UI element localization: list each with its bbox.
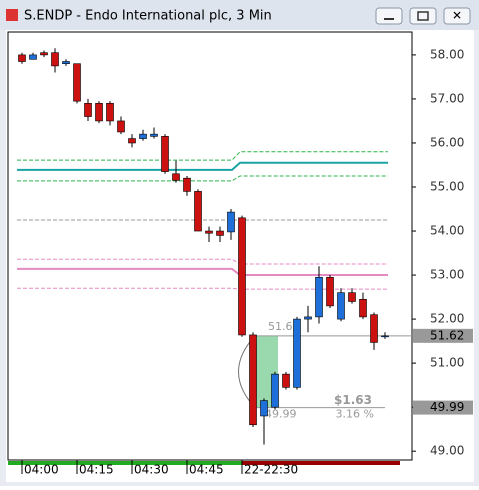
y-tick-label: 55.00	[430, 179, 464, 193]
price-marker	[413, 328, 473, 343]
x-tick-label: 04:00	[24, 463, 59, 477]
y-tick-label: 58.00	[430, 47, 464, 61]
y-tick-label: 53.00	[430, 268, 464, 282]
candle-body	[117, 120, 125, 133]
candle-body	[381, 335, 389, 338]
measurement-start: 51.62	[268, 320, 300, 333]
candle-body	[326, 276, 334, 307]
price-marker-label: 49.99	[430, 400, 464, 414]
price-marker-label: 51.62	[430, 328, 464, 342]
x-tick-label: 04:45	[189, 463, 224, 477]
maximize-button[interactable]	[409, 7, 437, 25]
overlay-line	[17, 287, 388, 290]
measurement-percent: 3.16 %	[336, 408, 374, 421]
session-bar	[242, 461, 400, 465]
candle-body	[304, 316, 312, 320]
candle-body	[370, 314, 378, 343]
window-buttons[interactable]: ✕	[375, 7, 471, 25]
price-marker	[413, 400, 473, 415]
measurement-end: 49.99	[265, 408, 297, 421]
candle-body	[337, 292, 345, 320]
window-title: S.ENDP - Endo International plc, 3 Min	[24, 9, 272, 24]
x-tick-label: 22-22:30	[244, 463, 298, 477]
x-tick-label: 04:30	[134, 463, 169, 477]
overlay-line	[17, 258, 388, 265]
minimize-button[interactable]	[375, 7, 403, 25]
candle-body	[128, 138, 136, 144]
maximize-icon	[417, 11, 429, 21]
overlay-line	[17, 151, 388, 161]
y-tick-label: 49.00	[430, 444, 464, 458]
y-tick-label: 51.00	[430, 356, 464, 370]
session-bar	[8, 461, 242, 465]
candle-body	[271, 373, 279, 408]
candle-body	[95, 103, 103, 122]
y-tick-label: 56.00	[430, 135, 464, 149]
overlay-line	[17, 267, 388, 277]
candle-body	[293, 318, 301, 388]
candle-body	[106, 103, 114, 122]
measurement-change: $1.63	[334, 393, 372, 407]
candle-body	[51, 52, 59, 67]
candle-body	[205, 230, 213, 234]
candle-body	[282, 373, 290, 388]
candle-body	[139, 133, 147, 139]
measurement-arc	[238, 335, 256, 408]
candle-body	[40, 52, 48, 56]
close-button[interactable]	[443, 7, 471, 25]
candle-body	[227, 211, 235, 233]
overlay-line	[17, 175, 388, 182]
overlay-line	[17, 161, 388, 171]
app-icon	[6, 9, 18, 21]
candle-body	[62, 61, 70, 65]
candle-body	[150, 133, 158, 137]
candle-body	[249, 334, 257, 426]
x-tick-label: 04:15	[79, 463, 114, 477]
y-tick-label: 52.00	[430, 312, 464, 326]
candle-body	[238, 217, 246, 336]
candle-body	[260, 400, 268, 417]
candle-body	[84, 103, 92, 117]
close-icon: ✕	[452, 9, 462, 23]
y-tick-label: 57.00	[430, 91, 464, 105]
candle-body	[161, 136, 169, 172]
candle-body	[216, 230, 224, 236]
candle-body	[73, 63, 81, 102]
candle-body	[29, 54, 37, 60]
candle-body	[18, 54, 26, 62]
y-tick-label: 54.00	[430, 224, 464, 238]
plot-area	[7, 31, 413, 461]
candle-body	[359, 298, 367, 318]
candle-body	[348, 292, 356, 302]
candle-body	[194, 191, 202, 232]
candle-body	[315, 276, 323, 318]
candle-body	[183, 177, 191, 192]
candle-body	[172, 173, 180, 181]
